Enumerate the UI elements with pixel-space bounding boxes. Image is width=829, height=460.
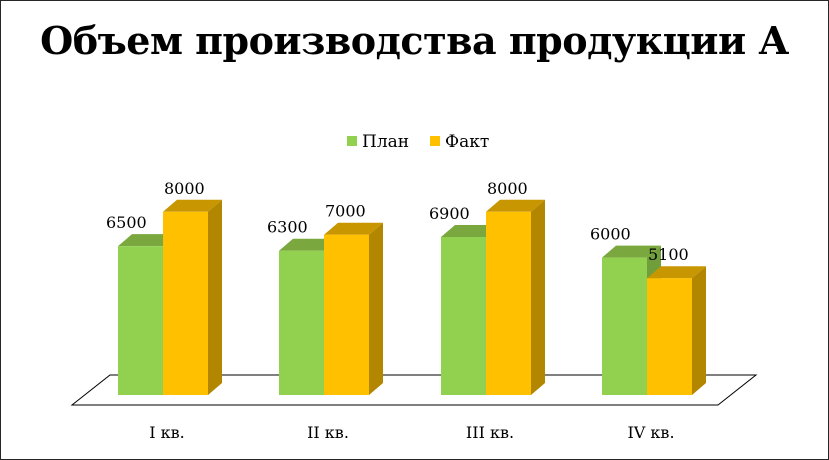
data-label-fact-3: 8000 (487, 179, 528, 198)
category-labels: I кв. II кв. III кв. IV кв. (149, 423, 674, 442)
bar-top (324, 222, 383, 235)
bar-top (647, 266, 706, 279)
bar-top (163, 199, 222, 212)
data-label-plan-2: 6300 (267, 218, 308, 237)
bar-side (369, 222, 383, 395)
legend-item-plan: План (347, 132, 409, 152)
legend-label-plan: План (362, 132, 409, 152)
data-label-plan-3: 6900 (429, 204, 470, 223)
bar-front (602, 257, 647, 395)
bar-side (531, 199, 545, 395)
bar-front (441, 236, 486, 395)
bar-side (692, 266, 706, 395)
bar-top (118, 234, 177, 247)
chart-title: Объем производства продукции А (40, 18, 789, 63)
bar-front (486, 211, 531, 395)
data-label-plan-1: 6500 (106, 213, 147, 232)
bar-top (279, 238, 338, 251)
bar-side (208, 199, 222, 395)
legend: План Факт (347, 132, 489, 152)
bar-fact-2 (324, 222, 383, 395)
category-label-2: II кв. (307, 423, 349, 442)
data-label-fact-1: 8000 (164, 179, 205, 198)
category-label-3: III кв. (466, 423, 514, 442)
data-labels: 6500 8000 6300 7000 6900 8000 6000 5100 (106, 179, 689, 264)
bar-top (486, 199, 545, 212)
bar-front (279, 250, 324, 395)
data-label-fact-4: 5100 (648, 245, 689, 264)
bar-front (647, 278, 692, 395)
bar-top (441, 224, 500, 237)
bar-fact-1 (163, 199, 222, 395)
legend-label-fact: Факт (445, 132, 489, 152)
data-label-plan-4: 6000 (590, 225, 631, 244)
bar-top (602, 245, 661, 258)
category-label-4: IV кв. (627, 423, 674, 442)
bar-fact-4 (647, 266, 706, 395)
data-label-fact-2: 7000 (325, 202, 366, 221)
category-label-1: I кв. (149, 423, 185, 442)
bar-fact-3 (486, 199, 545, 395)
chart-floor (70, 374, 758, 406)
legend-item-fact: Факт (430, 132, 489, 152)
bar-front (324, 234, 369, 395)
bar-front (118, 246, 163, 395)
legend-swatch-plan (347, 136, 357, 146)
bars (118, 199, 706, 395)
bar-front (163, 211, 208, 395)
legend-swatch-fact (430, 136, 440, 146)
